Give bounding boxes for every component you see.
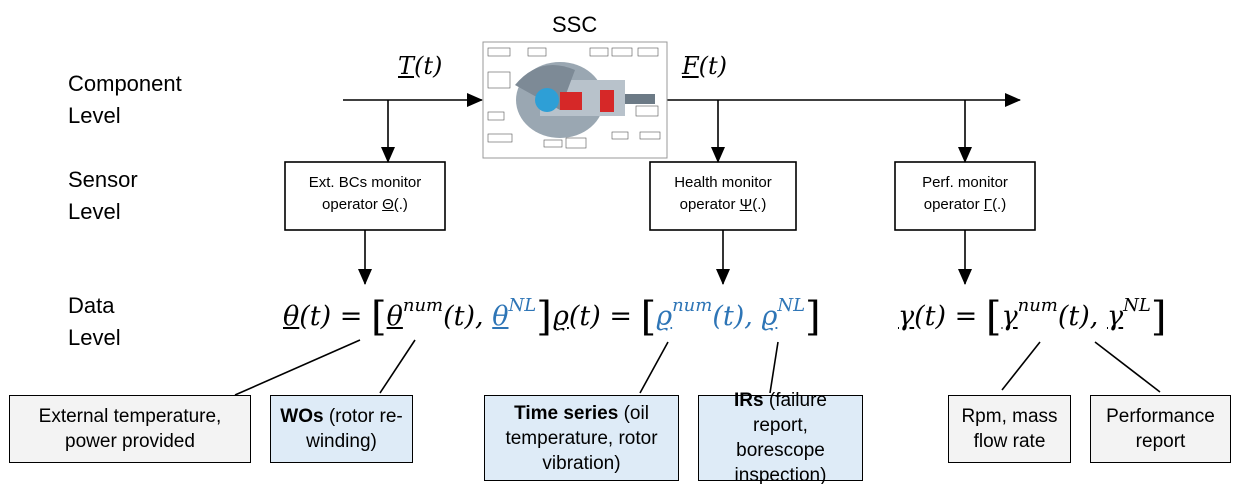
text: NL [777,295,805,316]
text: ] [1151,294,1167,340]
text: = [340,301,363,332]
symbol: Θ [382,196,394,213]
link-line [235,340,360,395]
monitor-label: Ext. BCs monitor operator Θ(.) [285,172,445,216]
arg: (t) [699,52,727,80]
text: = [955,301,978,332]
text: θ [283,301,299,332]
line: Level [68,100,182,132]
line: operator [680,196,736,213]
text: Time series [514,403,618,424]
text: WOs [280,406,323,427]
text: (t), [1058,301,1099,332]
diagram: SSC T(t) F(t) ComponentLevel SensorLevel… [0,0,1248,484]
text: = [609,301,632,332]
symbol: T [398,52,414,80]
line: Ext. BCs monitor [285,172,445,194]
link-line [380,340,415,393]
text: ] [805,294,821,340]
line: operator [322,196,378,213]
equation: γ(t) = [γnum(t), γNL] [898,294,1166,340]
line: Level [68,322,121,354]
arg: (.) [992,196,1006,213]
input-signal: T(t) [398,52,442,80]
text: num [1018,295,1058,316]
text: γ [1001,301,1017,332]
text: [ [371,294,387,340]
link-line [770,342,778,393]
data-box: IRs (failure report, borescope inspectio… [698,395,863,481]
line: Level [68,196,138,228]
line: Health monitor [643,172,803,194]
arg: (.) [394,196,408,213]
arg: (.) [752,196,766,213]
text: ϱ [553,301,569,332]
symbol: Γ [984,196,992,213]
text: External temperature, power provided [18,404,242,454]
text: γ [898,301,914,332]
text: IRs [734,390,764,411]
link-line [640,342,668,393]
data-box: Rpm, mass flow rate [948,395,1071,463]
text: Rpm, mass flow rate [957,404,1062,454]
data-box: WOs (rotor re-winding) [270,395,413,463]
text: θ [387,301,403,332]
equation: ϱ(t) = [ϱnum(t), ϱNL] [553,294,821,340]
text: ] [536,294,552,340]
ssc-title: SSC [552,12,597,38]
text: (t), [443,301,484,332]
text: ϱ [656,301,672,332]
monitor-label: Perf. monitor operator Γ(.) [885,172,1045,216]
text: ϱ [761,301,777,332]
text: [ [986,294,1002,340]
text: (t) [914,301,946,332]
text: [ [641,294,657,340]
text: (t) [569,301,601,332]
data-box: Time series (oil temperature, rotor vibr… [484,395,679,481]
text: γ [1107,301,1123,332]
text: θ [492,301,508,332]
equation: θ(t) = [θnum(t), θNL] [283,294,552,340]
line: Sensor [68,164,138,196]
line: Perf. monitor [885,172,1045,194]
text: Performance report [1099,404,1222,454]
text: num [672,295,712,316]
data-box: Performance report [1090,395,1231,463]
link-line [1002,342,1040,390]
text: NL [509,295,537,316]
text: (t), [712,301,753,332]
text: (t) [299,301,331,332]
line: operator [924,196,980,213]
link-line [1095,342,1160,392]
symbol: Ψ [740,196,753,213]
output-signal: F(t) [682,52,727,80]
data-box: External temperature, power provided [9,395,251,463]
symbol: F [682,52,699,80]
monitor-label: Health monitor operator Ψ(.) [643,172,803,216]
line: Component [68,68,182,100]
arg: (t) [414,52,442,80]
line: Data [68,290,121,322]
text: NL [1123,295,1151,316]
ssc-image [483,42,667,158]
text: num [403,295,443,316]
